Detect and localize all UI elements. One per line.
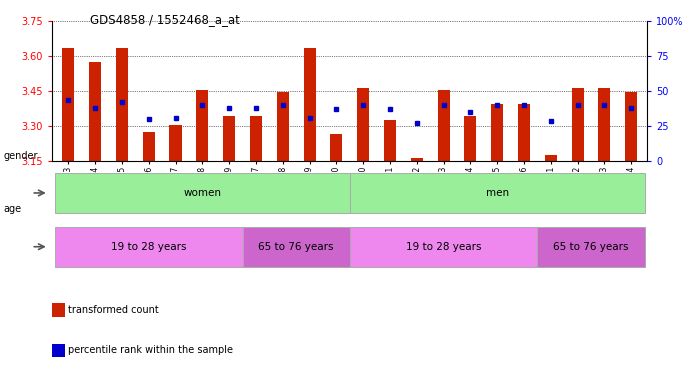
Text: GDS4858 / 1552468_a_at: GDS4858 / 1552468_a_at [90,13,240,26]
Bar [331,134,342,161]
Bar [625,93,638,161]
Bar [89,62,101,161]
Text: age: age [3,204,22,214]
Bar [143,132,155,161]
Bar [464,116,476,161]
Bar [438,90,450,161]
Bar [223,116,235,161]
Bar [55,227,242,266]
Bar [196,90,208,161]
Text: 65 to 76 years: 65 to 76 years [553,242,628,252]
Text: women: women [183,188,221,198]
Bar [349,173,644,213]
Bar [169,125,182,161]
Bar [250,116,262,161]
Text: 19 to 28 years: 19 to 28 years [111,242,187,252]
Bar [116,48,128,161]
Bar [571,88,584,161]
Bar [545,156,557,161]
Bar [357,88,369,161]
Text: 19 to 28 years: 19 to 28 years [406,242,482,252]
Bar [518,104,530,161]
Bar [537,227,644,266]
Bar [599,88,610,161]
Bar [62,48,74,161]
Text: percentile rank within the sample: percentile rank within the sample [68,345,233,356]
Text: men: men [486,188,509,198]
Bar [242,227,349,266]
Bar [491,104,503,161]
Bar [349,227,537,266]
Bar [384,121,396,161]
Bar [277,93,289,161]
Bar [55,173,349,213]
Bar [303,48,315,161]
Text: 65 to 76 years: 65 to 76 years [258,242,334,252]
Text: gender: gender [3,151,38,161]
Bar [411,158,422,161]
Text: transformed count: transformed count [68,305,159,315]
